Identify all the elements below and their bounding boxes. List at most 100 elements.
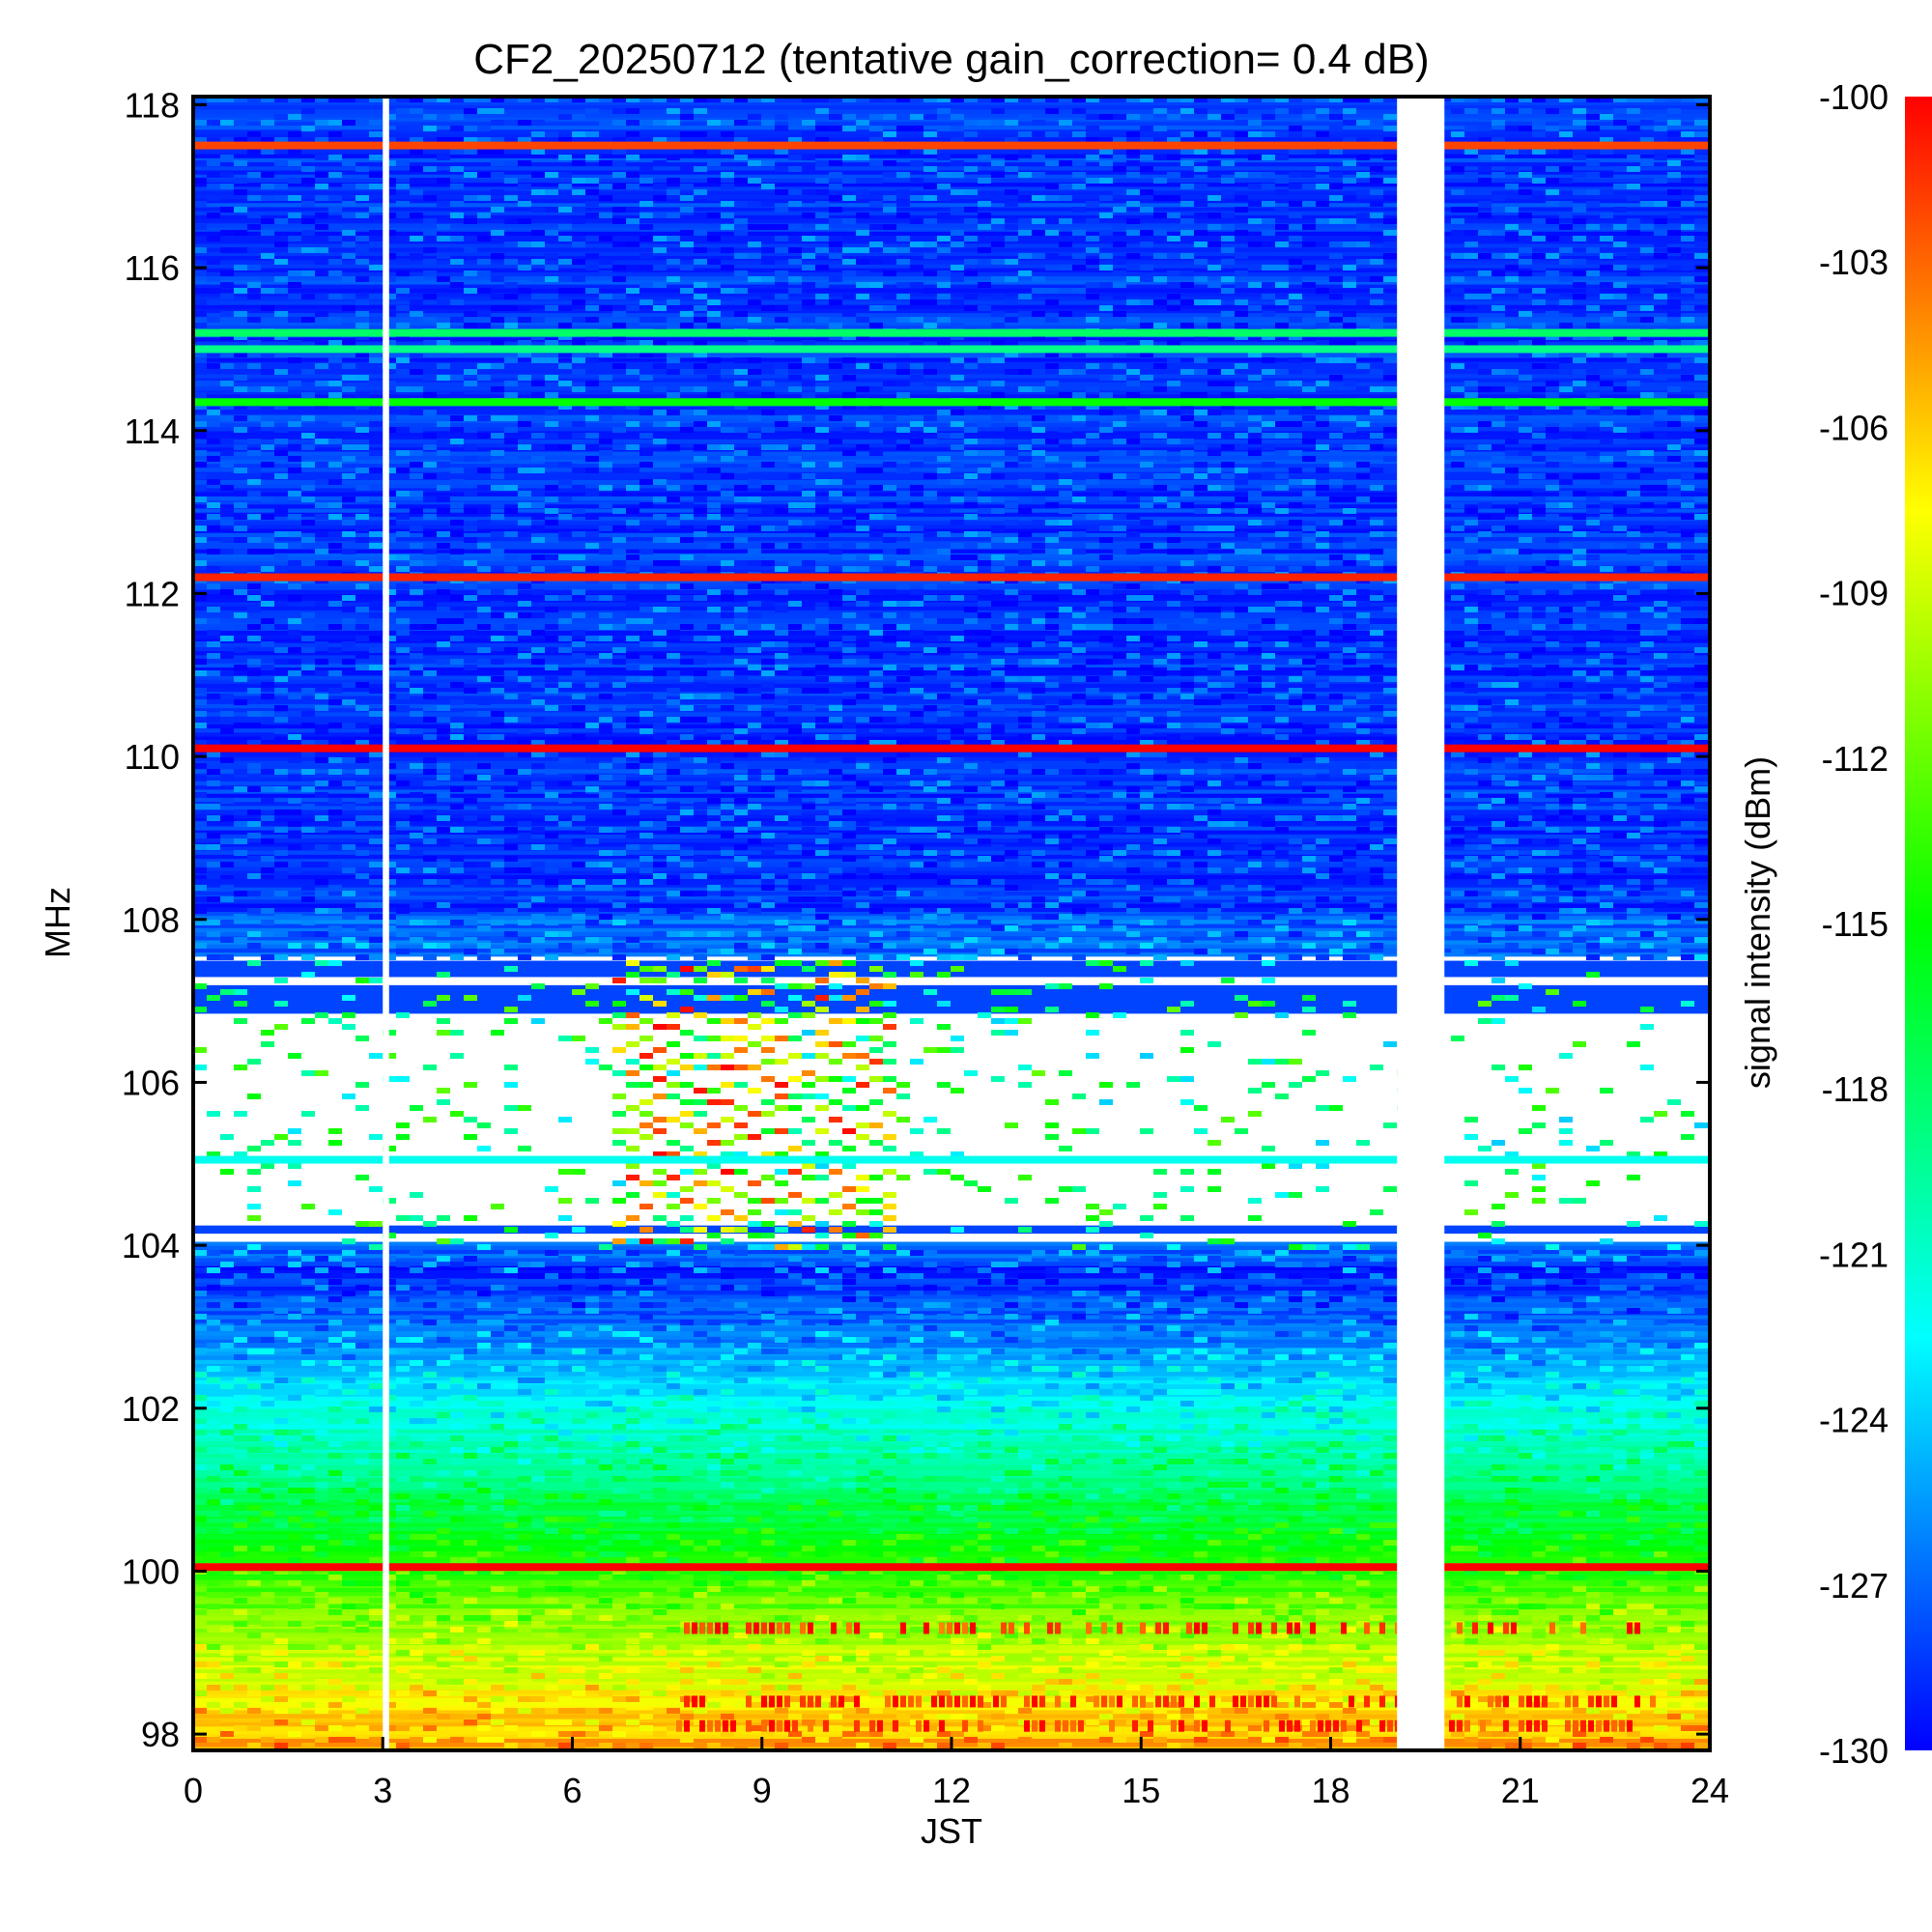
heatmap-cell (477, 1424, 491, 1430)
heatmap-cell (545, 1528, 558, 1534)
heatmap-cell (626, 752, 639, 757)
heatmap-cell (274, 473, 288, 479)
heatmap-cell (342, 891, 355, 896)
heatmap-cell (667, 323, 680, 328)
heatmap-cell (612, 404, 626, 410)
heatmap-cell (328, 943, 342, 949)
heatmap-cell (815, 925, 829, 931)
heatmap-cell (396, 288, 410, 294)
heatmap-cell (288, 891, 301, 896)
heatmap-cell (423, 514, 437, 520)
heatmap-cell (788, 885, 802, 891)
heatmap-cell (545, 410, 558, 415)
heatmap-cell (450, 1053, 464, 1059)
heatmap-cell (558, 1331, 572, 1337)
heatmap-cell (355, 259, 369, 265)
heatmap-band (193, 606, 1710, 611)
heatmap-cell (558, 1441, 572, 1447)
heatmap-cell (531, 647, 545, 653)
heatmap-cell (247, 439, 261, 444)
heatmap-cell (234, 1702, 247, 1708)
heatmap-cell (383, 636, 396, 641)
heatmap-cell (775, 1662, 788, 1667)
heatmap-cell (585, 618, 599, 624)
heatmap-cell (680, 485, 694, 491)
heatmap-cell (355, 740, 369, 746)
heatmap-cell (491, 676, 504, 682)
heatmap-cell (328, 543, 342, 549)
heatmap-cell (518, 1412, 531, 1418)
heatmap-cell (261, 1737, 274, 1743)
heatmap-band (193, 418, 1710, 423)
heatmap-cell (680, 624, 694, 630)
heatmap-cell (477, 699, 491, 705)
heatmap-band (193, 470, 1710, 476)
heatmap-cell (234, 624, 247, 630)
heatmap-cell (396, 1534, 410, 1540)
heatmap-cell (842, 1708, 856, 1714)
heatmap-cell (558, 363, 572, 369)
heatmap-cell (207, 670, 220, 676)
heatmap-cell (626, 1331, 639, 1337)
heatmap-cell (369, 131, 383, 137)
heatmap-cell (518, 1331, 531, 1337)
heatmap-cell (423, 1551, 437, 1557)
heatmap-cell (477, 1499, 491, 1505)
heatmap-cell (815, 1453, 829, 1459)
heatmap-cell (694, 1036, 707, 1041)
heatmap-cell (558, 276, 572, 282)
heatmap-cell (842, 1204, 856, 1209)
heatmap-cell (450, 1447, 464, 1453)
heatmap-cell (856, 120, 869, 126)
heatmap-cell (707, 526, 721, 531)
heatmap-cell (653, 583, 667, 589)
heatmap-cell (883, 131, 896, 137)
heatmap-cell (775, 792, 788, 798)
heatmap-cell (748, 1557, 761, 1563)
heatmap-cell (639, 1227, 653, 1233)
heatmap-cell (748, 317, 761, 323)
heatmap-cell (761, 954, 775, 960)
heatmap-cell (639, 479, 653, 485)
heatmap-cell (342, 1012, 355, 1018)
heatmap-cell (369, 1656, 383, 1662)
heatmap-cell (869, 630, 883, 636)
heatmap-cell (328, 224, 342, 230)
heatmap-cell (694, 873, 707, 879)
heatmap-cell (883, 920, 896, 925)
heatmap-cell (842, 178, 856, 184)
heatmap-band (193, 1053, 1710, 1059)
heatmap-cell (342, 1291, 355, 1296)
heatmap-cell (464, 1540, 477, 1546)
heatmap-area (193, 97, 1710, 1750)
heatmap-cell (815, 607, 829, 612)
heatmap-cell (477, 1470, 491, 1476)
heatmap-cell (856, 97, 869, 102)
heatmap-cell (721, 734, 734, 740)
heatmap-cell (491, 294, 504, 299)
heatmap-cell (477, 172, 491, 178)
heatmap-cell (599, 763, 612, 769)
heatmap-cell (193, 404, 207, 410)
heatmap-cell (207, 1366, 220, 1372)
heatmap-cell (193, 1673, 207, 1679)
heatmap-cell (464, 1557, 477, 1563)
heatmap-cell (504, 456, 518, 462)
heatmap-cell (369, 1737, 383, 1743)
heatmap-cell (396, 1638, 410, 1644)
heatmap-cell (342, 757, 355, 763)
heatmap-cell (721, 265, 734, 270)
heatmap-cell (247, 583, 261, 589)
heatmap-cell (220, 1685, 234, 1690)
heatmap-cell (802, 1482, 815, 1488)
heatmap-cell (599, 1511, 612, 1517)
heatmap-cell (667, 1435, 680, 1441)
heatmap-band (193, 524, 1710, 529)
heatmap-cell (234, 914, 247, 920)
heatmap-cell (220, 1343, 234, 1349)
heatmap-cell (518, 1291, 531, 1296)
heatmap-cell (464, 595, 477, 601)
heatmap-cell (558, 1551, 572, 1557)
heatmap-cell (599, 1349, 612, 1354)
heatmap-cell (653, 1690, 667, 1696)
